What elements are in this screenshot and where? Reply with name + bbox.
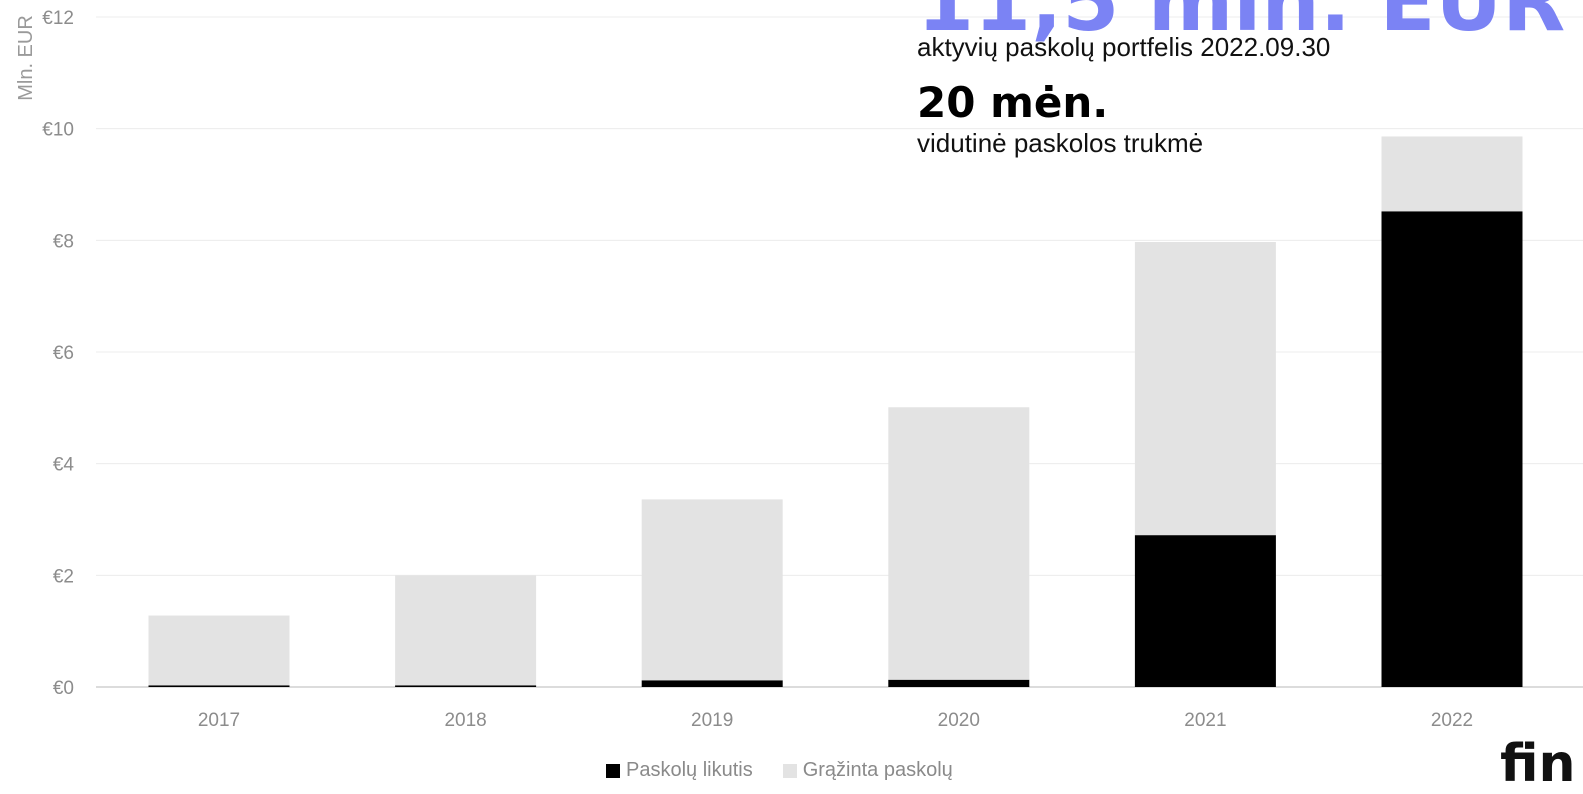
y-tick-label: €2 <box>53 566 74 587</box>
y-tick-label: €8 <box>53 231 74 252</box>
legend-swatch-repaid <box>782 763 797 778</box>
y-axis-label: Mln. EUR <box>15 15 37 101</box>
x-tick-label: 2021 <box>1184 710 1226 731</box>
portfolio-caption: aktyvių paskolų portfelis 2022.09.30 <box>917 32 1331 62</box>
y-tick-labels: €0 €2 €4 €6 €8 €10 €12 <box>42 8 74 699</box>
x-tick-label: 2019 <box>691 710 733 731</box>
portfolio-figure: 11,5 mln. EUR <box>917 0 1566 50</box>
legend-item-repaid: Grąžinta paskolų <box>782 759 953 782</box>
bars <box>148 136 1523 688</box>
x-tick-label: 2022 <box>1431 710 1473 731</box>
bar-segment-outstanding <box>395 685 537 687</box>
bar-segment-repaid <box>1134 242 1276 536</box>
x-tick-label: 2018 <box>444 710 486 731</box>
logo-fragment: fin <box>1500 734 1576 794</box>
bar-segment-repaid <box>888 407 1030 680</box>
x-tick-label: 2020 <box>938 710 980 731</box>
legend-label-repaid: Grąžinta paskolų <box>802 759 953 781</box>
bar-segment-outstanding <box>148 685 290 687</box>
bar-segment-outstanding <box>641 680 783 687</box>
bar-segment-outstanding <box>888 679 1030 687</box>
x-tick-labels: 2017 2018 2019 2020 2021 2022 <box>198 710 1473 731</box>
loan-duration-figure: 20 mėn. <box>917 78 1109 127</box>
legend-swatch-outstanding <box>606 763 620 778</box>
bar-segment-repaid <box>641 499 783 681</box>
y-tick-label: €4 <box>53 455 75 476</box>
x-tick-label: 2017 <box>198 710 240 731</box>
bar-segment-outstanding <box>1381 211 1523 688</box>
bar-segment-outstanding <box>1134 535 1276 687</box>
y-tick-label: €12 <box>42 8 74 29</box>
bar-segment-repaid <box>395 575 537 686</box>
legend: Paskolų likutis Grąžinta paskolų <box>606 759 983 782</box>
bar-segment-repaid <box>148 615 290 686</box>
legend-item-outstanding: Paskolų likutis <box>606 759 753 782</box>
loan-duration-caption: vidutinė paskolos trukmė <box>917 128 1204 158</box>
legend-label-outstanding: Paskolų likutis <box>626 759 753 781</box>
bar-segment-repaid <box>1381 136 1523 212</box>
grid-lines <box>96 16 1583 688</box>
y-tick-label: €10 <box>42 120 74 141</box>
y-tick-label: €6 <box>53 343 74 364</box>
y-tick-label: €0 <box>53 678 74 699</box>
